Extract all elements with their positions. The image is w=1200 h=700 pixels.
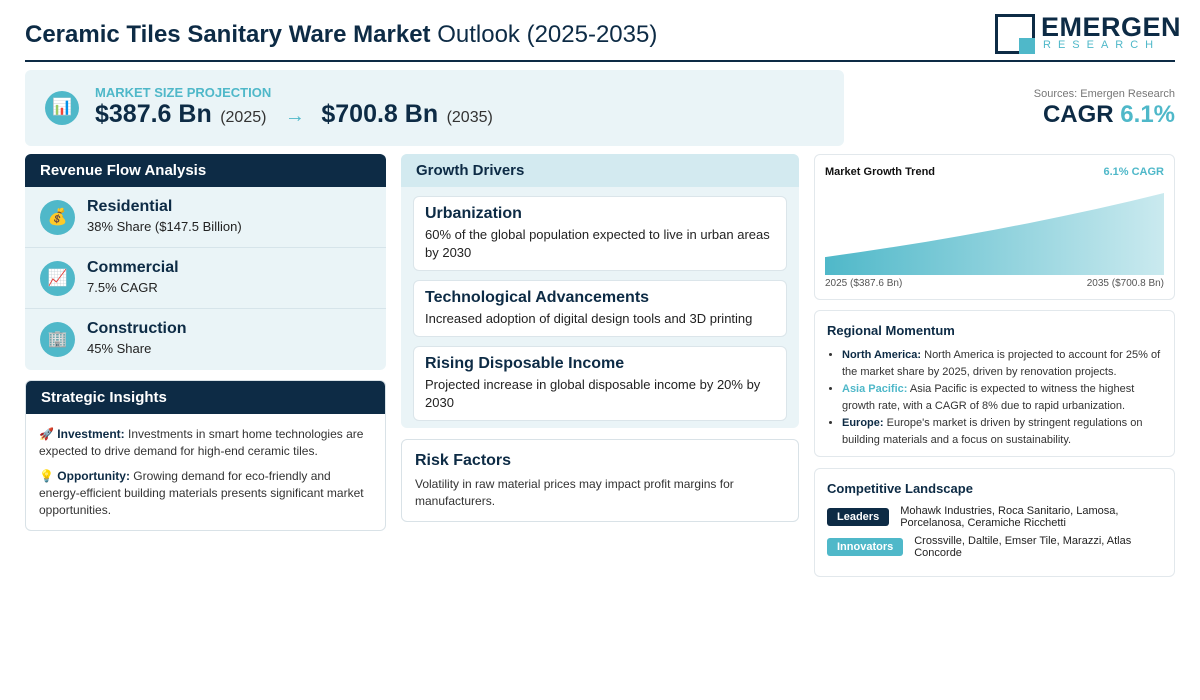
insight-text: Growing demand for eco-friendly and ener… (39, 469, 364, 517)
revenue-flow-panel: Revenue Flow Analysis 💰 Residential 38% … (25, 154, 386, 370)
start-value: $387.6 Bn (95, 100, 212, 128)
title-rest: Outlook (2025-2035) (437, 21, 658, 48)
region-north-america: North America: North America is projecte… (842, 347, 1162, 380)
trend-area-plot (825, 193, 1164, 275)
revenue-item-value: 38% Share ($147.5 Billion) (87, 219, 242, 234)
revenue-item-name: Residential (87, 198, 173, 215)
bar-chart-icon: 📊 (45, 91, 79, 125)
projection-label: MARKET SIZE PROJECTION (95, 85, 272, 100)
revenue-item-commercial: 📈 Commercial 7.5% CAGR (25, 248, 386, 309)
strategic-insights-title: Strategic Insights (26, 381, 385, 414)
rocket-icon: 🚀 (39, 427, 54, 441)
revenue-item-residential: 💰 Residential 38% Share ($147.5 Billion) (25, 187, 386, 248)
regional-momentum-title: Regional Momentum (827, 323, 955, 338)
market-growth-trend-chart: Market Growth Trend 6.1% CAGR 2025 ($387… (814, 154, 1175, 300)
trend-up-icon: 📈 (40, 261, 75, 296)
driver-title: Technological Advancements (425, 289, 650, 306)
cagr-summary: Sources: Emergen Research CAGR 6.1% (1034, 88, 1175, 129)
logo-subtitle: RESEARCH (1043, 39, 1161, 51)
region-name: Asia Pacific: (842, 383, 908, 395)
revenue-flow-title: Revenue Flow Analysis (25, 154, 386, 187)
risk-factors-panel: Risk Factors Volatility in raw material … (401, 439, 799, 522)
region-name: Europe: (842, 417, 884, 429)
innovators-list: Crossville, Daltile, Emser Tile, Marazzi… (914, 535, 1132, 559)
revenue-item-construction: 🏢 Construction 45% Share (25, 309, 386, 370)
sources-note: Sources: Emergen Research (1033, 88, 1175, 100)
insight-label: Opportunity: (57, 469, 130, 483)
insight-investment: 🚀 Investment: Investments in smart home … (39, 426, 372, 460)
market-size-projection: 📊 MARKET SIZE PROJECTION $387.6 Bn (2025… (25, 70, 844, 146)
regional-momentum-panel: Regional Momentum North America: North A… (814, 310, 1175, 457)
growth-drivers-panel: Growth Drivers Urbanization 60% of the g… (401, 154, 799, 428)
logo-name: EMERGEN (1041, 12, 1182, 42)
cagr-label: CAGR (1042, 101, 1114, 128)
region-text: Europe's market is driven by stringent r… (842, 417, 1143, 446)
region-europe: Europe: Europe's market is driven by str… (842, 415, 1162, 448)
page-header: Ceramic Tiles Sanitary Ware Market Outlo… (25, 12, 1181, 62)
emergen-logo: EMERGEN RESEARCH (995, 12, 1181, 56)
region-text: Asia Pacific is expected to witness the … (842, 383, 1135, 412)
revenue-item-name: Construction (87, 320, 187, 337)
driver-desc: 60% of the global population expected to… (425, 227, 770, 260)
arrow-right-icon: → (284, 105, 305, 127)
strategic-insights-panel: Strategic Insights 🚀 Investment: Investm… (25, 380, 386, 531)
trend-area-series (825, 193, 1164, 275)
money-bag-icon: 💰 (40, 200, 75, 235)
insight-opportunity: 💡 Opportunity: Growing demand for eco-fr… (39, 468, 372, 519)
driver-desc: Projected increase in global disposable … (425, 377, 761, 410)
driver-card-technology: Technological Advancements Increased ado… (413, 280, 787, 337)
regional-list: North America: North America is projecte… (827, 347, 1162, 448)
driver-title: Rising Disposable Income (425, 355, 625, 372)
driver-card-income: Rising Disposable Income Projected incre… (413, 346, 787, 421)
cagr-headline: CAGR 6.1% (1034, 101, 1175, 129)
page-title: Ceramic Tiles Sanitary Ware Market Outlo… (25, 21, 657, 49)
insight-text: Investments in smart home technologies a… (39, 427, 364, 458)
building-icon: 🏢 (40, 322, 75, 357)
competitive-landscape-title: Competitive Landscape (827, 481, 973, 496)
risk-factors-desc: Volatility in raw material prices may im… (415, 477, 734, 508)
risk-factors-title: Risk Factors (415, 452, 512, 469)
cagr-value: 6.1% (1120, 101, 1175, 128)
innovators-badge: Innovators (827, 538, 904, 556)
leaders-list: Mohawk Industries, Roca Sanitario, Lamos… (900, 505, 1119, 529)
logo-mark-icon (995, 14, 1035, 54)
driver-desc: Increased adoption of digital design too… (425, 311, 753, 326)
region-name: North America: (842, 349, 922, 361)
projection-values: $387.6 Bn (2025) → $700.8 Bn (2035) (95, 100, 493, 129)
trend-title: Market Growth Trend (825, 166, 936, 178)
growth-drivers-title: Growth Drivers (401, 154, 799, 187)
competitive-landscape-panel: Competitive Landscape Leaders Mohawk Ind… (814, 468, 1175, 577)
region-text: North America is projected to account fo… (842, 349, 1161, 378)
insight-label: Investment: (57, 427, 125, 441)
trend-end-label: 2035 ($700.8 Bn) (1086, 278, 1164, 289)
leaders-badge: Leaders (827, 508, 890, 526)
trend-cagr: 6.1% CAGR (1103, 166, 1164, 178)
trend-start-label: 2025 ($387.6 Bn) (825, 278, 903, 289)
revenue-item-value: 7.5% CAGR (87, 280, 158, 295)
lightbulb-icon: 💡 (39, 469, 54, 483)
region-asia-pacific: Asia Pacific: Asia Pacific is expected t… (842, 381, 1162, 414)
revenue-item-name: Commercial (87, 259, 179, 276)
revenue-item-value: 45% Share (87, 341, 152, 356)
innovators-row: Innovators Crossville, Daltile, Emser Ti… (827, 535, 1138, 559)
leaders-row: Leaders Mohawk Industries, Roca Sanitari… (827, 505, 1136, 529)
end-value: $700.8 Bn (321, 100, 439, 128)
title-bold: Ceramic Tiles Sanitary Ware Market (25, 21, 431, 48)
end-year: (2035) (446, 109, 493, 126)
start-year: (2025) (220, 109, 267, 126)
driver-card-urbanization: Urbanization 60% of the global populatio… (413, 196, 787, 271)
driver-title: Urbanization (425, 205, 522, 222)
